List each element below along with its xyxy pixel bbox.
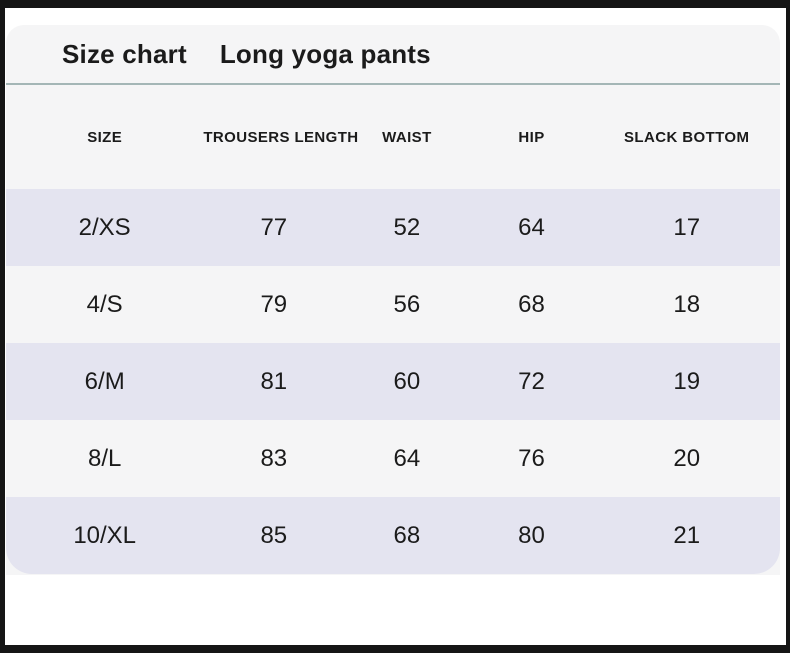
cell-trousers-length: 85 <box>203 497 345 574</box>
cell-slack-bottom: 19 <box>593 343 780 420</box>
cell-trousers-length: 79 <box>260 290 288 318</box>
cell-waist: 56 <box>393 290 421 318</box>
cell-trousers-length: 77 <box>203 189 345 266</box>
header-divider <box>6 83 780 85</box>
cell-waist: 52 <box>344 189 470 266</box>
card-header: Size chart Long yoga pants <box>6 25 780 83</box>
cell-size: 4/S <box>86 290 123 318</box>
product-name: Long yoga pants <box>219 38 431 69</box>
table-header-row: SIZE TROUSERS LENGTH WAIST HIP SLACK BOT… <box>6 85 780 189</box>
table-row-4s: 4/S 79 56 68 18 <box>6 266 780 343</box>
cell-waist: 68 <box>344 497 470 574</box>
cell-size: 8/L <box>87 444 122 472</box>
column-header-waist: WAIST <box>382 128 432 146</box>
size-table: SIZE TROUSERS LENGTH WAIST HIP SLACK BOT… <box>6 85 780 574</box>
table-row-8l: 8/L 83 64 76 20 <box>6 420 780 497</box>
cell-hip: 80 <box>469 497 594 574</box>
cell-trousers-length: 81 <box>203 343 345 420</box>
table-row-10xl: 10/XL 85 68 80 21 <box>6 497 780 574</box>
cell-waist: 60 <box>344 343 470 420</box>
cell-slack-bottom: 17 <box>593 189 780 266</box>
table-row-6m: 6/M 81 60 72 19 <box>6 343 780 420</box>
table-row-2xs: 2/XS 77 52 64 17 <box>6 189 780 266</box>
column-header-size: SIZE <box>87 128 123 146</box>
cell-hip: 68 <box>518 290 545 318</box>
size-chart-card: Size chart Long yoga pants SIZE TROUSERS… <box>6 25 780 575</box>
size-chart-title: Size chart <box>62 38 187 69</box>
cell-trousers-length: 83 <box>260 444 288 472</box>
column-header-trousers-length: TROUSERS LENGTH <box>203 128 359 146</box>
cell-waist: 64 <box>393 444 421 472</box>
column-header-hip: HIP <box>518 128 545 146</box>
cell-hip: 76 <box>518 444 545 472</box>
cell-slack-bottom: 20 <box>673 444 701 472</box>
cell-slack-bottom: 18 <box>673 290 701 318</box>
cell-slack-bottom: 21 <box>593 497 780 574</box>
cell-hip: 64 <box>469 189 594 266</box>
cell-hip: 72 <box>469 343 594 420</box>
cell-size: 2/XS <box>6 189 204 266</box>
cell-size: 6/M <box>6 343 204 420</box>
column-header-slack-bottom: SLACK BOTTOM <box>624 128 750 146</box>
cell-size: 10/XL <box>6 497 204 574</box>
